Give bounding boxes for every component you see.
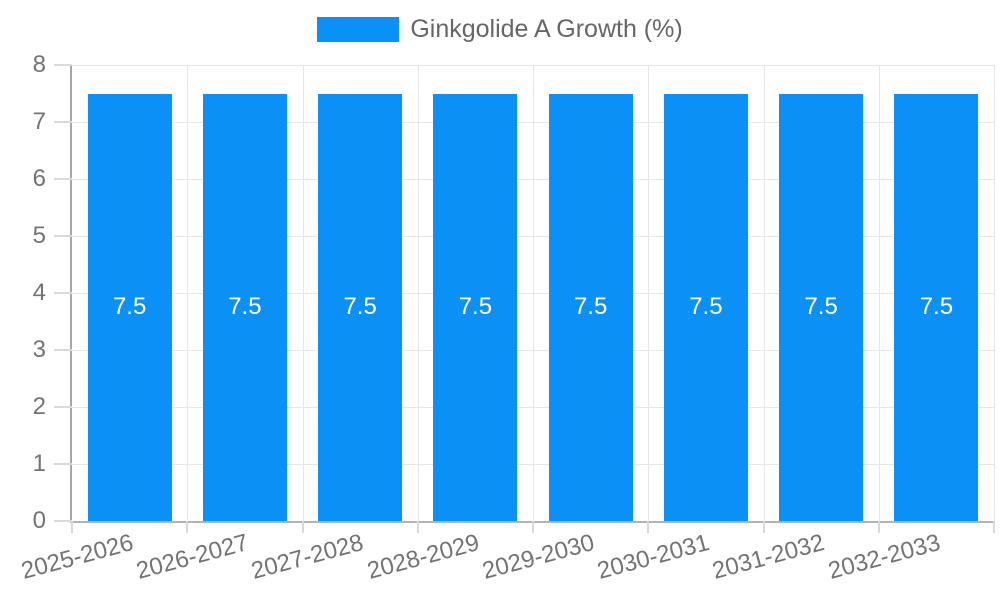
bar[interactable]: 7.5 — [202, 93, 287, 521]
y-axis-label: 5 — [32, 222, 46, 249]
x-axis-label: 2028-2029 — [363, 529, 482, 585]
y-axis-label: 4 — [32, 279, 46, 306]
x-axis-tick — [301, 521, 304, 533]
x-axis-label: 2029-2030 — [479, 529, 598, 585]
y-axis-tick — [54, 121, 72, 123]
y-axis-tick — [54, 292, 72, 294]
x-axis-tick — [762, 521, 765, 533]
y-axis-label: 6 — [32, 165, 46, 192]
y-axis-tick — [54, 64, 72, 66]
bar-value-label: 7.5 — [458, 293, 493, 321]
x-axis-label: 2025-2026 — [18, 529, 137, 585]
gridline-vertical — [302, 65, 304, 521]
y-axis-label: 1 — [32, 450, 46, 477]
y-axis-tick — [54, 406, 72, 408]
x-axis-tick — [993, 521, 995, 533]
gridline-vertical — [187, 65, 189, 521]
bar-value-label: 7.5 — [919, 293, 954, 321]
gridline-vertical — [878, 65, 880, 521]
x-axis-tick — [186, 521, 189, 533]
bar[interactable]: 7.5 — [779, 93, 864, 521]
x-axis-tick — [416, 521, 419, 533]
y-axis-label: 3 — [32, 336, 46, 363]
x-axis-tick — [532, 521, 534, 533]
x-axis-tick — [877, 521, 880, 533]
y-axis-label: 8 — [32, 51, 46, 78]
gridline-vertical — [763, 65, 765, 521]
bar[interactable]: 7.5 — [87, 93, 172, 521]
bar[interactable]: 7.5 — [318, 93, 403, 521]
bar-value-label: 7.5 — [573, 293, 608, 321]
legend[interactable]: Ginkgolide A Growth (%) — [0, 14, 1000, 44]
x-axis-label: 2026-2027 — [133, 529, 252, 585]
bar-value-label: 7.5 — [804, 293, 838, 321]
x-axis-label: 2027-2028 — [248, 529, 367, 585]
gridline-vertical — [533, 65, 534, 521]
y-axis-tick — [54, 235, 72, 237]
bar[interactable]: 7.5 — [548, 93, 633, 521]
y-axis-label: 0 — [32, 507, 46, 534]
bar-value-label: 7.5 — [689, 293, 723, 321]
x-axis-label: 2030-2031 — [594, 529, 713, 585]
bar[interactable]: 7.5 — [433, 93, 518, 521]
y-axis-label: 7 — [32, 108, 46, 135]
legend-label: Ginkgolide A Growth (%) — [410, 15, 683, 43]
y-axis-label: 2 — [32, 393, 46, 420]
plot-area: 0 1 2 3 4 5 6 7 8 7.5 7.5 7.5 7.5 7.5 7.5 7.5 7.5 2025-20… — [18, 53, 995, 585]
y-axis-tick — [54, 520, 72, 522]
x-axis-label: 2032-2033 — [824, 529, 943, 585]
bar[interactable]: 7.5 — [894, 93, 979, 521]
y-axis-tick — [54, 463, 72, 465]
bar[interactable]: 7.5 — [663, 93, 748, 521]
y-axis-tick — [54, 349, 72, 351]
y-axis-tick — [54, 178, 72, 180]
x-axis-label: 2031-2032 — [709, 529, 828, 585]
bar-value-label: 7.5 — [228, 293, 262, 321]
gridline-vertical — [994, 65, 995, 521]
bar-value-label: 7.5 — [343, 293, 377, 321]
gridline-vertical — [417, 65, 419, 521]
bar-value-label: 7.5 — [112, 293, 147, 321]
x-axis-tick — [647, 521, 650, 533]
legend-swatch — [317, 16, 400, 42]
x-axis-tick — [71, 521, 73, 533]
gridline-vertical — [648, 65, 650, 521]
